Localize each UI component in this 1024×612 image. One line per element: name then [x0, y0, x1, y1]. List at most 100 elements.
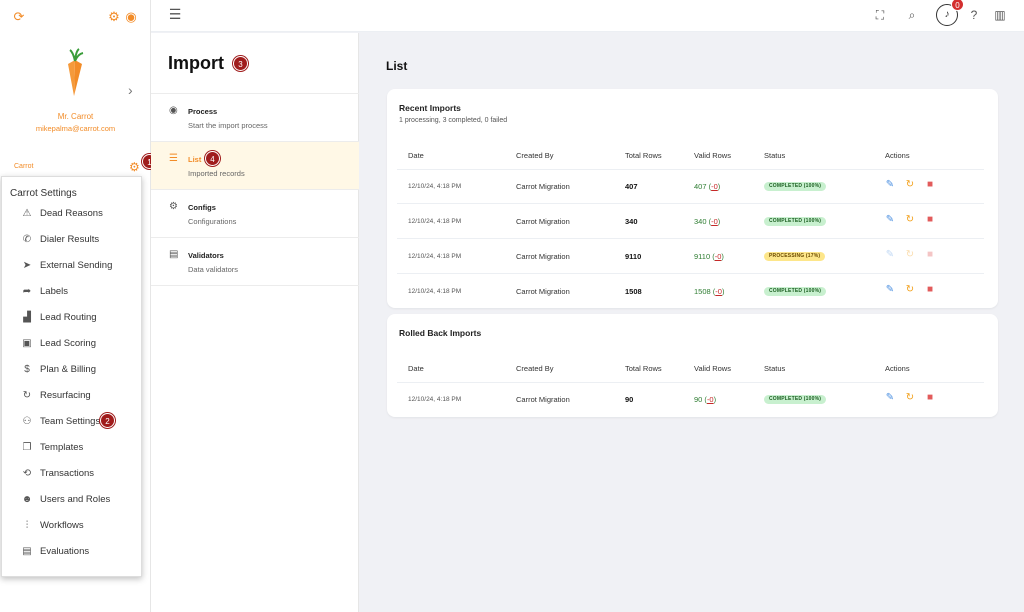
delete-icon[interactable]: ■ [926, 284, 934, 295]
clipboard-icon: ▤ [22, 545, 32, 557]
org-label: Carrot [14, 163, 34, 170]
retry-icon[interactable]: ↻ [905, 179, 915, 190]
dollar-icon: $ [24, 363, 30, 375]
menu-item-dialer-results[interactable]: ✆ Dialer Results [20, 231, 99, 247]
status-badge: PROCESSING (17%) [764, 252, 826, 261]
notification-count: 0 [951, 0, 964, 11]
column-header: Date [408, 151, 424, 160]
delete-icon[interactable]: ■ [926, 179, 934, 190]
cell-total-rows: 407 [625, 182, 638, 191]
column-header: Created By [516, 151, 554, 160]
menu-item-transactions[interactable]: ⟲ Transactions [20, 465, 94, 481]
menu-item-label: External Sending [40, 259, 113, 271]
menu-item-lead-scoring[interactable]: ▣ Lead Scoring [20, 335, 96, 351]
invalid-count[interactable]: -0 [714, 252, 722, 261]
delete-icon[interactable]: ■ [926, 214, 934, 225]
list-icon: ☰ [169, 153, 178, 164]
org-switch-icon[interactable]: ⚙ [108, 9, 120, 24]
menu-item-label: Transactions [40, 467, 95, 479]
profile-icon[interactable]: ◉ [125, 9, 137, 24]
nav-item-list[interactable]: ☰ List Imported records 4 [151, 142, 359, 189]
column-header: Valid Rows [694, 364, 731, 373]
cell-valid-rows: 9110 (-0) [694, 252, 724, 261]
invalid-count[interactable]: -0 [706, 395, 714, 404]
cell-created-by: Carrot Migration [516, 395, 570, 404]
rolled-back-imports-card: Rolled Back Imports Date Created By Tota… [387, 314, 998, 417]
cell-created-by: Carrot Migration [516, 217, 570, 226]
retry-icon: ↻ [905, 249, 915, 260]
hamburger-menu-icon[interactable]: ☰ [168, 6, 182, 22]
chevron-right-icon[interactable]: › [128, 82, 133, 98]
menu-item-team-settings[interactable]: ⚇ Team Settings [20, 413, 101, 429]
column-header: Total Rows [625, 151, 662, 160]
notifications-bell-icon[interactable]: ♪ [936, 4, 958, 26]
menu-item-plan-billing[interactable]: $ Plan & Billing [20, 361, 96, 377]
edit-icon[interactable]: ✎ [885, 214, 895, 225]
cell-date: 12/10/24, 4:18 PM [408, 218, 462, 225]
cell-valid-rows: 1508 (-0) [694, 287, 725, 296]
nav-item-title: Validators [188, 251, 224, 260]
edit-icon: ✎ [885, 249, 895, 260]
cell-total-rows: 340 [625, 217, 638, 226]
menu-item-external-sending[interactable]: ➤ External Sending [20, 257, 113, 273]
menu-item-label: Resurfacing [40, 389, 91, 401]
docs-book-icon[interactable]: ▥ [994, 8, 1006, 22]
menu-item-workflows[interactable]: ⫶ Workflows [20, 517, 84, 533]
fullscreen-icon[interactable]: ⛶ [875, 8, 885, 22]
edit-icon[interactable]: ✎ [885, 179, 895, 190]
menu-item-resurfacing[interactable]: ↻ Resurfacing [20, 387, 91, 403]
cell-date: 12/10/24, 4:18 PM [408, 253, 462, 260]
menu-item-label: Team Settings [40, 415, 101, 427]
gear-icon[interactable]: ⚙ [129, 160, 140, 174]
recent-imports-card: Recent Imports 1 processing, 3 completed… [387, 89, 998, 308]
retry-icon[interactable]: ↻ [905, 214, 915, 225]
nav-item-title: Process [188, 107, 218, 116]
invalid-count[interactable]: -0 [711, 182, 718, 191]
invalid-count[interactable]: -0 [711, 217, 718, 226]
nav-item-title: List [188, 155, 202, 164]
column-header: Total Rows [625, 364, 662, 373]
user-email: mikepalma@carrot.com [35, 124, 116, 133]
cell-created-by: Carrot Migration [516, 287, 570, 296]
retry-icon[interactable]: ↻ [905, 392, 915, 403]
column-header: Created By [516, 364, 554, 373]
bar-chart-icon: ▟ [23, 311, 31, 323]
cell-date: 12/10/24, 4:18 PM [408, 396, 462, 403]
search-icon[interactable]: ⌕ [908, 8, 916, 22]
nav-item-configs[interactable]: ⚙ Configs Configurations [151, 190, 359, 237]
edit-icon[interactable]: ✎ [885, 284, 895, 295]
column-header: Actions [885, 364, 910, 373]
menu-item-users-roles[interactable]: ☻ Users and Roles [20, 491, 111, 507]
menu-item-lead-routing[interactable]: ▟ Lead Routing [20, 309, 96, 325]
valid-count: 340 [694, 217, 707, 226]
nav-item-process[interactable]: ◉ Process Start the import process [151, 94, 359, 141]
edit-icon[interactable]: ✎ [885, 392, 895, 403]
nav-item-subtitle: Imported records [188, 169, 245, 178]
nav-item-validators[interactable]: ▤ Validators Data validators [151, 238, 359, 285]
menu-item-labels[interactable]: ➦ Labels [20, 283, 68, 299]
retry-icon[interactable]: ↻ [905, 284, 915, 295]
menu-item-dead-reasons[interactable]: ⚠ Dead Reasons [20, 205, 103, 221]
menu-item-evaluations[interactable]: ▤ Evaluations [20, 543, 89, 559]
settings-icon: ⚙ [169, 201, 178, 212]
card-summary: 1 processing, 3 completed, 0 failed [399, 117, 508, 124]
menu-item-label: Labels [40, 285, 68, 297]
menu-item-label: Users and Roles [40, 493, 111, 505]
menu-item-templates[interactable]: ❐ Templates [20, 439, 84, 455]
cell-created-by: Carrot Migration [516, 182, 570, 191]
sliders-icon: ⫶ [25, 519, 29, 531]
team-gear-icon: ⚇ [22, 415, 32, 427]
cell-total-rows: 90 [625, 395, 634, 404]
step-badge-2: 2 [100, 413, 115, 428]
invalid-count[interactable]: -0 [715, 287, 722, 296]
delete-icon: ■ [926, 249, 934, 260]
sync-icon: ⟲ [22, 467, 32, 479]
help-icon[interactable]: ? [970, 8, 978, 22]
sync-icon[interactable]: ⟳ [13, 9, 25, 24]
user-name: Mr. Carrot [57, 112, 94, 121]
valid-count: 90 [694, 395, 703, 404]
cell-total-rows: 1508 [625, 287, 642, 296]
templates-icon: ❐ [22, 441, 32, 453]
cell-date: 12/10/24, 4:18 PM [408, 288, 462, 295]
delete-icon[interactable]: ■ [926, 392, 934, 403]
